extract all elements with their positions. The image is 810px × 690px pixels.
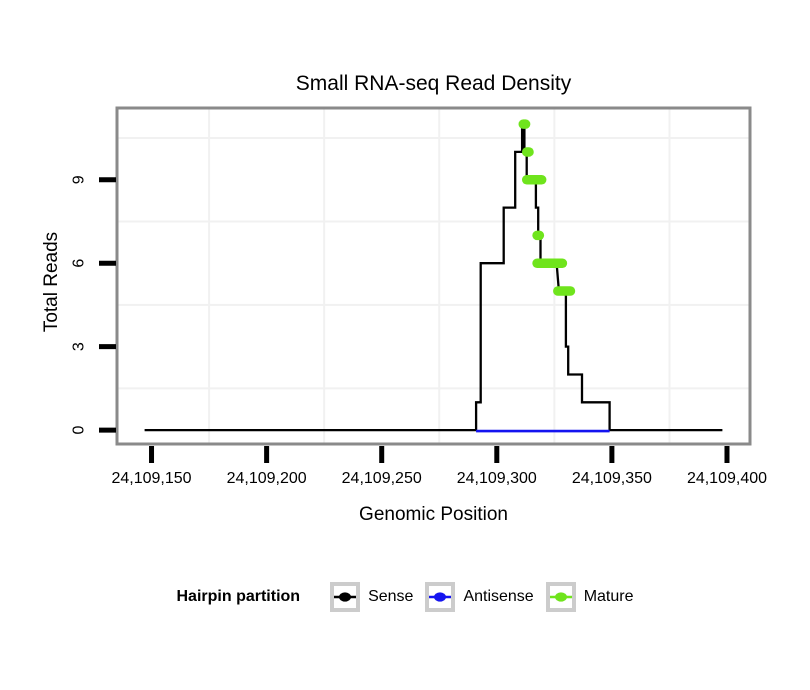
legend-items: Sense Antisense Mature: [318, 582, 634, 612]
legend-key-point: [339, 592, 352, 602]
sense-line: [144, 122, 723, 432]
chart-title: Small RNA-seq Read Density: [295, 72, 572, 95]
legend-key-point: [554, 592, 567, 602]
x-axis-tick-label: 24,109,350: [572, 470, 652, 487]
plot-border: [115, 106, 752, 446]
legend-label-mature: Mature: [583, 588, 634, 605]
sense-key-glyph: [334, 592, 357, 602]
x-axis-tick-label: 24,109,150: [111, 470, 191, 487]
legend-label-antisense: Antisense: [463, 588, 534, 605]
mature-key-glyph: [549, 592, 572, 602]
x-axis-tick-label: 24,109,250: [342, 470, 422, 487]
legend-label-sense: Sense: [368, 588, 414, 605]
y-axis-tick-label: 6: [71, 259, 88, 268]
legend-title: Hairpin partition: [176, 588, 301, 605]
x-axis-label: Genomic Position: [359, 504, 508, 525]
y-axis-tick-label: 3: [71, 342, 88, 351]
y-axis-tick-label: 9: [71, 175, 88, 184]
x-axis-tick-label: 24,109,400: [687, 470, 767, 487]
x-axis-tick-label: 24,109,200: [227, 470, 307, 487]
legend: Hairpin partition Sense Antisense Mature: [0, 579, 810, 615]
legend-key-sense: Sense: [330, 582, 413, 612]
mature-key-icon: [545, 582, 576, 612]
plot-background: [117, 108, 750, 444]
legend-key-mature: Mature: [545, 582, 634, 612]
legend-key-point: [434, 592, 447, 602]
antisense-key-glyph: [429, 592, 452, 602]
sense-key-icon: [330, 582, 361, 612]
x-axis-tick-label: 24,109,300: [457, 470, 537, 487]
y-axis-tick-label: 0: [71, 426, 88, 435]
antisense-key-icon: [425, 582, 456, 612]
legend-key-antisense: Antisense: [425, 582, 534, 612]
